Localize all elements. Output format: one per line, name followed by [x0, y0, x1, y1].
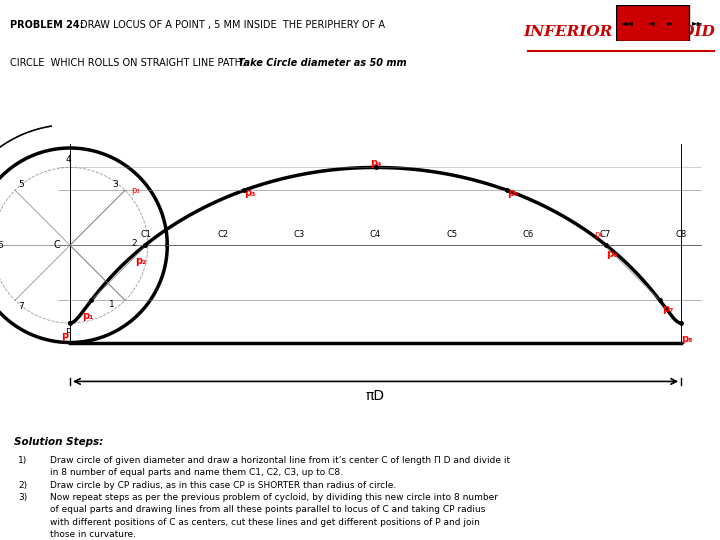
Text: Draw circle by CP radius, as in this case CP is SHORTER than radius of circle.: Draw circle by CP radius, as in this cas… — [50, 481, 397, 490]
Text: ►►: ►► — [692, 18, 704, 28]
Text: P: P — [66, 328, 71, 338]
Text: p₂: p₂ — [135, 256, 147, 266]
Text: 5: 5 — [18, 180, 24, 189]
Text: DRAW LOCUS OF A POINT , 5 MM INSIDE  THE PERIPHERY OF A: DRAW LOCUS OF A POINT , 5 MM INSIDE THE … — [81, 19, 385, 30]
Text: p₈: p₈ — [681, 334, 693, 344]
Text: PROBLEM 24:: PROBLEM 24: — [10, 19, 84, 30]
Text: p₅: p₅ — [507, 188, 518, 198]
Text: Draw circle of given diameter and draw a horizontal line from it’s center C of l: Draw circle of given diameter and draw a… — [50, 456, 510, 465]
Text: p₇: p₇ — [662, 304, 673, 314]
Text: 2: 2 — [131, 239, 137, 248]
Text: 2): 2) — [18, 481, 27, 490]
Text: C1: C1 — [141, 231, 152, 239]
Text: p₆: p₆ — [606, 249, 618, 259]
Bar — [616, 5, 688, 40]
Text: 6: 6 — [0, 241, 3, 250]
Text: 3: 3 — [112, 180, 118, 189]
Text: Solution Steps:: Solution Steps: — [14, 437, 104, 448]
Text: P: P — [60, 333, 68, 343]
Text: 1): 1) — [18, 456, 27, 465]
Text: in 8 number of equal parts and name them C1, C2, C3, up to C8.: in 8 number of equal parts and name them… — [50, 468, 343, 477]
Text: C2: C2 — [217, 231, 228, 239]
Text: 3): 3) — [18, 493, 27, 502]
Text: 7: 7 — [18, 302, 24, 310]
Text: C4: C4 — [370, 231, 381, 239]
Text: πD: πD — [366, 389, 385, 403]
Text: p₃: p₃ — [244, 188, 256, 198]
Text: C7: C7 — [599, 231, 611, 239]
Text: with different positions of C as centers, cut these lines and get different posi: with different positions of C as centers… — [50, 518, 480, 527]
Text: p₄: p₄ — [370, 158, 382, 168]
Text: CIRCLE  WHICH ROLLS ON STRAIGHT LINE PATH.: CIRCLE WHICH ROLLS ON STRAIGHT LINE PATH… — [10, 58, 248, 68]
Text: ◄: ◄ — [648, 18, 654, 28]
Text: p₃: p₃ — [131, 186, 140, 195]
Text: C5: C5 — [446, 231, 457, 239]
Text: 1: 1 — [109, 300, 114, 309]
Text: C8: C8 — [675, 231, 687, 239]
Text: C3: C3 — [294, 231, 305, 239]
Text: C6: C6 — [523, 231, 534, 239]
Text: C: C — [53, 240, 60, 250]
Text: p₆: p₆ — [595, 231, 603, 239]
Text: INFERIOR TROCHOID: INFERIOR TROCHOID — [523, 25, 715, 38]
Text: ►: ► — [667, 18, 673, 28]
Text: 4: 4 — [66, 155, 71, 164]
Text: ◄◄: ◄◄ — [621, 18, 634, 28]
Text: p₁: p₁ — [82, 311, 93, 321]
Text: of equal parts and drawing lines from all these points parallel to locus of C an: of equal parts and drawing lines from al… — [50, 505, 486, 515]
Text: those in curvature.: those in curvature. — [50, 530, 136, 539]
Text: Take Circle diameter as 50 mm: Take Circle diameter as 50 mm — [238, 58, 407, 68]
Text: Now repeat steps as per the previous problem of cycloid, by dividing this new ci: Now repeat steps as per the previous pro… — [50, 493, 498, 502]
